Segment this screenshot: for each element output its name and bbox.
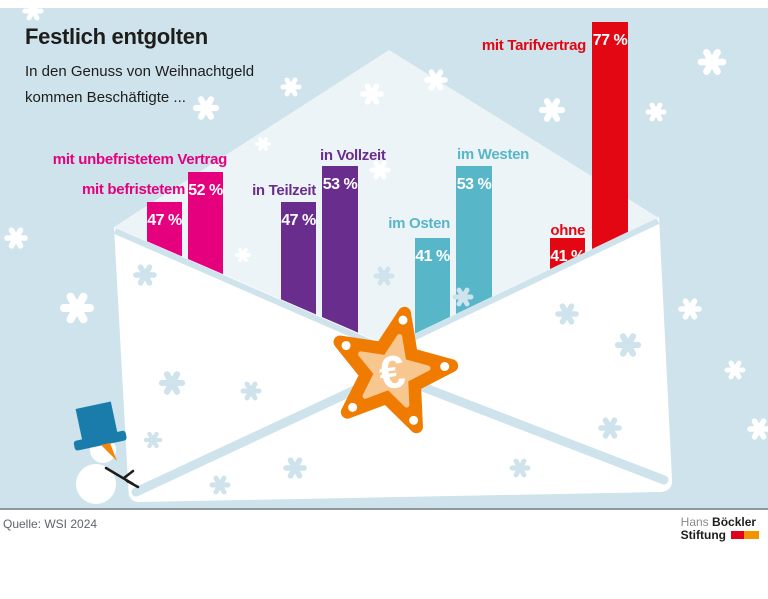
- envelope-bottom-fold-left: [131, 369, 394, 497]
- snowflake-icon: [678, 298, 702, 320]
- snowman-carrot-nose: [101, 443, 117, 461]
- snowflake-icon: [133, 264, 157, 286]
- bar-value-in-vollzeit: 53 %: [323, 176, 358, 193]
- envelope-inside-flap: [114, 50, 659, 350]
- star-badge: €: [333, 306, 459, 434]
- envelope-fold-edge-left: [113, 228, 390, 353]
- snowflake-icon: [509, 458, 531, 478]
- bar-value-mit-befristetem: 47 %: [147, 212, 182, 229]
- subtitle-line-2: kommen Beschäftigte ...: [25, 89, 186, 106]
- bar-value-mit-unbefristetem-vertrag: 52 %: [188, 182, 223, 199]
- logo-name-light: Hans: [680, 515, 709, 529]
- footer: Quelle: WSI 2024 Hans Böckler Stiftung: [0, 508, 768, 599]
- snowflake-icon: [369, 160, 391, 180]
- snowman: [73, 401, 140, 504]
- logo-line2: Stiftung: [680, 528, 726, 542]
- snowflake-icon: [280, 77, 302, 97]
- logo-orange-block: [744, 531, 759, 539]
- star-icing-dots: [341, 315, 450, 425]
- logo-name-bold: Böckler: [712, 515, 757, 529]
- bar-value-labels: 47 %52 %47 %53 %41 %53 %41 %77 %: [147, 32, 628, 265]
- bar-label-mit-befristetem: mit befristetem: [82, 181, 185, 198]
- snowflake-icon: [255, 136, 271, 152]
- snowflake-icon: [209, 475, 231, 495]
- bar-value-in-teilzeit: 47 %: [281, 212, 316, 229]
- snowflake-icon: [192, 96, 220, 120]
- bar-label-in-teilzeit: in Teilzeit: [252, 182, 316, 199]
- snowflake-icon: [645, 102, 667, 122]
- snowman-twig-arm: [104, 466, 140, 489]
- snowflake-icon: [283, 457, 307, 479]
- snowman-body: [76, 464, 116, 504]
- bar-label-in-vollzeit: in Vollzeit: [320, 147, 386, 164]
- snowflake-icon: [373, 266, 395, 286]
- subtitle-line-1: In den Genuss von Weihnachtgeld: [25, 63, 255, 80]
- bar-label-im-westen: im Westen: [457, 146, 529, 163]
- snowflake-icon: [4, 227, 28, 249]
- snowflakes-on-envelope: [133, 264, 642, 495]
- snowflake-icon: [452, 287, 474, 307]
- snowflake-icon: [158, 371, 186, 395]
- snowflake-icon: [59, 292, 95, 324]
- envelope-bottom-fold-right: [384, 369, 669, 485]
- star-inner: [358, 334, 431, 408]
- snowflake-icon: [555, 303, 579, 325]
- bar-category-labels: mit befristetem mit unbefristetem Vertrag…: [53, 37, 587, 239]
- bar-label-mit-unbefristetem-vertrag: mit unbefristetem Vertrag: [53, 151, 227, 168]
- bar-label-mit-tarifvertrag: mit Tarifvertrag: [482, 37, 586, 54]
- snowflake-icon: [235, 247, 251, 263]
- snowflake-icon: [22, 1, 44, 21]
- snowflake-icon: [143, 431, 163, 449]
- snowman-hat: [73, 401, 127, 451]
- snowflakes-on-sky: [4, 1, 768, 440]
- header: Festlich entgolten In den Genuss von Wei…: [25, 24, 254, 111]
- envelope-fold-edge-right: [386, 218, 660, 353]
- bar-value-im-osten: 41 %: [415, 248, 450, 265]
- snowflake-icon: [360, 83, 384, 105]
- bar-label-im-osten: im Osten: [388, 215, 450, 232]
- snowflake-icon: [538, 98, 566, 122]
- snowflake-icon: [598, 417, 622, 439]
- snowflake-icon: [240, 381, 262, 401]
- logo-red-block: [731, 531, 744, 539]
- bar-value-im-westen: 53 %: [457, 176, 492, 193]
- snowflake-icon: [747, 418, 768, 440]
- snowflake-icon: [614, 333, 642, 357]
- source-note: Quelle: WSI 2024: [3, 517, 98, 531]
- page-title: Festlich entgolten: [25, 24, 208, 49]
- snowflake-icon: [424, 69, 448, 91]
- snowflake-icon: [724, 360, 746, 380]
- bar-value-mit-tarifvertrag: 77 %: [593, 32, 628, 49]
- bar-label-ohne: ohne: [550, 222, 585, 239]
- snowflake-icon: [697, 49, 727, 75]
- hans-boeckler-stiftung-logo: Hans Böckler Stiftung: [681, 516, 759, 542]
